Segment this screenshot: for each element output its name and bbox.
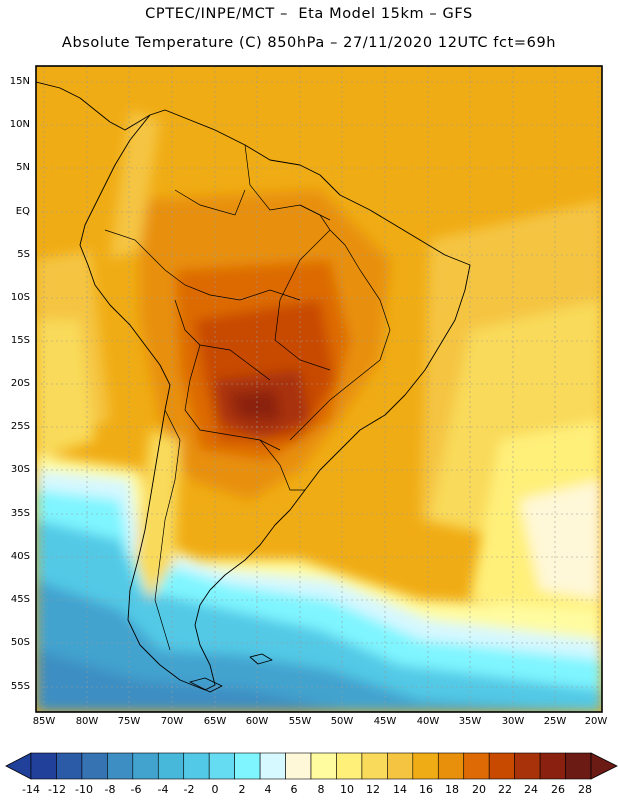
colorbar-label: 4	[264, 783, 272, 796]
country-borders	[104, 144, 391, 651]
colorbar-swatch	[285, 752, 312, 780]
lat-lon-grid	[36, 66, 602, 712]
colorbar-swatch	[56, 752, 83, 780]
colorbar-swatch	[565, 752, 592, 780]
lat-label: 10S	[10, 292, 30, 303]
colorbar-swatch	[132, 752, 159, 780]
lat-label: 50S	[10, 637, 30, 648]
lon-label: 30W	[501, 716, 525, 727]
colorbar-swatch	[437, 752, 465, 780]
lon-label: 75W	[117, 716, 141, 727]
lon-label: 70W	[160, 716, 184, 727]
colorbar-swatch	[387, 752, 414, 780]
lon-label: 45W	[373, 716, 397, 727]
colorbar-label: -10	[75, 783, 93, 796]
falkland-islands	[249, 653, 273, 665]
colorbar-swatch	[107, 752, 134, 780]
lon-label: 25W	[543, 716, 567, 727]
colorbar-label: 14	[393, 783, 407, 796]
colorbar-swatch	[30, 752, 57, 780]
colorbar-swatch	[412, 752, 439, 780]
colorbar-label: 20	[472, 783, 486, 796]
lat-label: 20S	[10, 378, 30, 389]
lon-label: 20W	[584, 716, 608, 727]
lon-label: 80W	[75, 716, 99, 727]
colorbar-label: 24	[524, 783, 538, 796]
colorbar-swatch	[463, 752, 490, 780]
colorbar-swatch	[310, 752, 337, 780]
lat-label: 45S	[10, 594, 30, 605]
colorbar-swatch	[81, 752, 108, 780]
lat-label: 35S	[10, 508, 30, 519]
colorbar-label: 2	[238, 783, 246, 796]
colorbar-swatch	[514, 752, 541, 780]
lon-label: 85W	[32, 716, 56, 727]
map-title: CPTEC/INPE/MCT – Eta Model 15km – GFS	[145, 6, 473, 22]
colorbar-swatch	[208, 752, 235, 780]
colorbar-label: 6	[290, 783, 298, 796]
colorbar-label: 28	[578, 783, 592, 796]
colorbar-label: 18	[445, 783, 459, 796]
plot-frame	[35, 65, 603, 713]
lon-label: 65W	[203, 716, 227, 727]
lat-label: 30S	[10, 464, 30, 475]
lon-label: 35W	[458, 716, 482, 727]
central-america-outline	[36, 81, 151, 131]
tierra-del-fuego	[189, 677, 223, 693]
colorbar-label: 10	[340, 783, 354, 796]
colorbar-label: 22	[498, 783, 512, 796]
lat-label: 5N	[16, 162, 30, 173]
colorbar-high-arrow	[590, 752, 618, 780]
colorbar-label: -6	[130, 783, 142, 796]
coastlines	[36, 81, 471, 693]
colorbar-swatch	[336, 752, 363, 780]
map-subtitle: Absolute Temperature (C) 850hPa – 27/11/…	[61, 35, 557, 51]
lat-label: 25S	[10, 421, 30, 432]
colorbar-swatch	[234, 752, 261, 780]
lat-label: 5S	[17, 249, 30, 260]
colorbar-label: 16	[419, 783, 433, 796]
colorbar-label: 12	[366, 783, 380, 796]
lat-label: 55S	[10, 681, 30, 692]
colorbar-label: 26	[551, 783, 565, 796]
colorbar-swatch	[183, 752, 210, 780]
lat-label: EQ	[15, 206, 30, 217]
lon-label: 55W	[288, 716, 312, 727]
colorbar-label: -14	[22, 783, 40, 796]
temperature-field	[36, 66, 602, 712]
colorbar-label: 0	[211, 783, 219, 796]
colorbar-swatch	[488, 752, 515, 780]
lon-label: 60W	[245, 716, 269, 727]
colorbar-label: -12	[48, 783, 66, 796]
colorbar-label: 8	[317, 783, 325, 796]
lat-label: 15N	[9, 76, 30, 87]
lon-label: 40W	[416, 716, 440, 727]
colorbar-swatch	[361, 752, 388, 780]
colorbar-low-arrow	[5, 752, 32, 780]
lat-label: 10N	[9, 119, 30, 130]
colorbar-swatch	[157, 752, 185, 780]
colorbar-label: -8	[104, 783, 116, 796]
colorbar-swatch	[539, 752, 566, 780]
colorbar-swatch	[259, 752, 286, 780]
lon-label: 50W	[330, 716, 354, 727]
colorbar	[5, 752, 618, 780]
south-america-outline	[79, 109, 471, 691]
lat-label: 15S	[10, 335, 30, 346]
lat-label: 40S	[10, 551, 30, 562]
colorbar-label: -2	[183, 783, 195, 796]
colorbar-label: -4	[157, 783, 169, 796]
